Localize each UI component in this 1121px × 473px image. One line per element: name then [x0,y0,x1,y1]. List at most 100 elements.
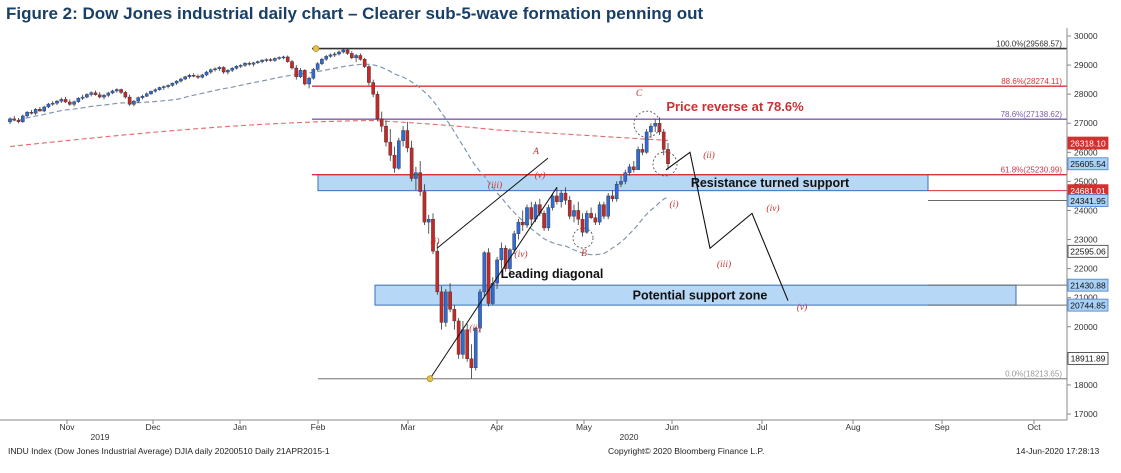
candle-body [328,54,333,57]
candle-body [268,59,273,61]
price-label-text: 24341.95 [1070,196,1106,206]
candle-body [439,291,444,323]
wave-label: (iv) [766,203,779,214]
y-tick-label: 30000 [1074,31,1098,41]
candle-body [8,118,12,123]
candle-body [162,86,166,88]
fib-label: 88.6%(28274.11) [1001,77,1062,86]
candle-body [97,94,102,98]
candle-body [50,102,55,105]
x-axis: Nov Dec Jan Feb Mar Apr May Jun Jul Aug Sep Oct 2019… [0,419,1067,442]
candle-body [623,172,628,182]
candle-body [435,250,440,293]
price-label-box [1067,136,1109,150]
candle-body [285,56,290,62]
candle-body [482,252,487,293]
zone-box [374,284,1017,306]
candle-body [187,75,192,77]
candle-body [644,131,649,153]
price-label-text: 20744.85 [1070,300,1106,310]
candle-body [29,111,34,114]
candle-body [657,123,662,133]
candle-body [431,218,435,252]
footer-copyright: Copyright© 2020 Bloomberg Finance L.P. [608,446,765,456]
candle-body [495,259,499,284]
candle-body [469,358,474,368]
candle-body [567,200,572,217]
candle-body [85,94,89,98]
candle-body [666,149,670,164]
candle-body [119,89,123,93]
candle-body [632,166,636,170]
zone-label: Potential support zone [633,289,768,303]
candle-body [174,80,179,84]
candle-body [110,90,115,94]
candle-body [649,125,653,133]
wave-label: (v) [535,170,546,181]
candle-body [627,166,632,173]
candle-body [602,204,606,217]
candle-body [614,184,619,200]
candle-body [572,210,576,217]
wave-label: A [532,147,539,157]
wave-label: (iv) [514,249,527,260]
x-tick-label: May [576,422,593,432]
candle-body [59,99,64,102]
candle-body [281,56,286,59]
candle-body [362,59,367,67]
candle-body [332,53,337,56]
x-tick-label: Feb [311,422,326,432]
candle-body [264,59,269,61]
wave-label: (v) [797,302,808,313]
y-tick-label: 20000 [1074,322,1098,332]
x-tick-label: Jan [233,422,247,432]
candle-body [529,207,534,220]
candle-body [444,291,448,323]
leading-diagonal-label: Leading diagonal [501,267,604,281]
price-label-text: 18911.89 [1071,354,1106,364]
wave-label: (ii) [469,323,481,334]
pullback-circle [652,151,678,177]
candle-body [508,249,512,269]
candle-body [213,68,217,71]
candle-body [585,213,589,233]
wave-label: C [636,89,643,99]
price-label-box [1067,352,1109,365]
x-tick-label: Aug [845,422,860,432]
x-tick-label: Dec [145,422,161,432]
candle-body [422,191,427,223]
candle-body [144,93,149,97]
candle-body [550,195,555,208]
candle-body [499,248,504,261]
x-tick-label: Mar [401,422,416,432]
candle-body [426,218,431,223]
candle-body [21,115,25,122]
x-year-label: 2019 [91,432,110,442]
fib-label: 0.0%(18213.65) [1005,370,1062,379]
candle-body [204,71,209,76]
price-label-text: 22595.06 [1070,247,1106,257]
candle-body [371,82,375,95]
candle-body [102,95,106,98]
candle-body [123,92,128,98]
candle-body [388,141,393,156]
candle-body [226,70,230,73]
candle-body [392,155,397,169]
candle-body [170,82,175,86]
candle-body [320,59,324,64]
price-label-text: 21430.88 [1070,280,1106,290]
candle-body [196,75,200,78]
candle-body [414,172,418,179]
candle-body [277,57,281,59]
candle-body [140,95,145,98]
x-tick-label: Apr [490,422,503,432]
candle-body [619,181,623,185]
moving-averages [9,63,669,256]
candle-body [256,61,260,63]
candle-body [33,109,38,114]
candle-body [230,68,234,71]
candle-body [12,118,17,121]
candle-body [555,195,559,202]
candle-body [149,91,153,95]
candle-body [520,221,525,226]
